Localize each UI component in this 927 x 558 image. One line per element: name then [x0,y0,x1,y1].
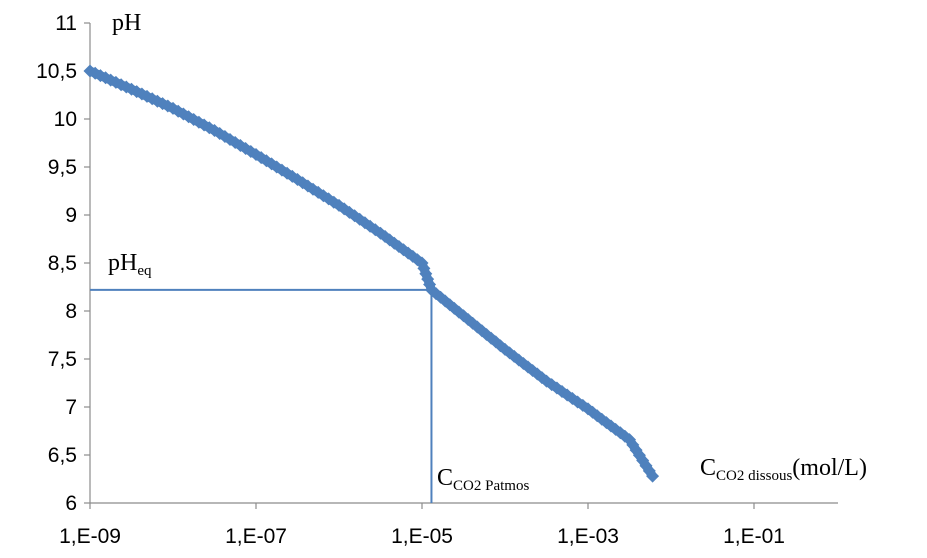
ref-y-label-main: pH [108,250,137,276]
y-tick-label: 7 [65,396,77,419]
y-axis-title: pH [112,10,141,36]
y-tick-label: 11 [55,12,77,35]
y-tick-label: 9 [65,204,77,227]
ref-y-label-sub: eq [137,263,152,279]
axes [84,22,838,509]
reference-lines [90,288,433,503]
x-tick-label: 1,E-01 [723,525,785,548]
y-tick-label: 7,5 [48,348,77,371]
y-tick-label: 6,5 [48,444,77,467]
y-tick-label: 10 [54,108,77,131]
x-axis-title-sub: CO2 dissous [716,468,792,484]
x-axis-title-unit: (mol/L) [792,455,867,481]
y-tick-label: 8,5 [48,252,77,275]
y-tick-label: 9,5 [48,156,77,179]
series-line [88,66,657,479]
series-group [83,64,660,483]
tick-labels: 6 6,5 7 7,5 8 8,5 9 9,5 10 10,5 11 1,E-09 1,E-07 1,E-… [36,12,785,548]
x-axis-title: CCO2 dissous(mol/L) [700,455,867,484]
x-tick-label: 1,E-07 [225,525,287,548]
x-tick-label: 1,E-05 [391,525,453,548]
y-tick-label: 6 [65,492,77,515]
data-point [646,469,660,483]
x-tick-label: 1,E-03 [557,525,619,548]
x-tick-label: 1,E-09 [59,525,121,548]
ref-x-label-sub: CO2 Patmos [453,478,529,494]
y-tick-label: 10,5 [36,60,77,83]
y-tick-label: 8 [65,300,77,323]
ref-x-label: CCO2 Patmos [437,465,529,494]
ref-x-label-main: C [437,465,453,491]
ref-y-label: pHeq [108,250,152,279]
x-axis-title-main: C [700,455,716,481]
